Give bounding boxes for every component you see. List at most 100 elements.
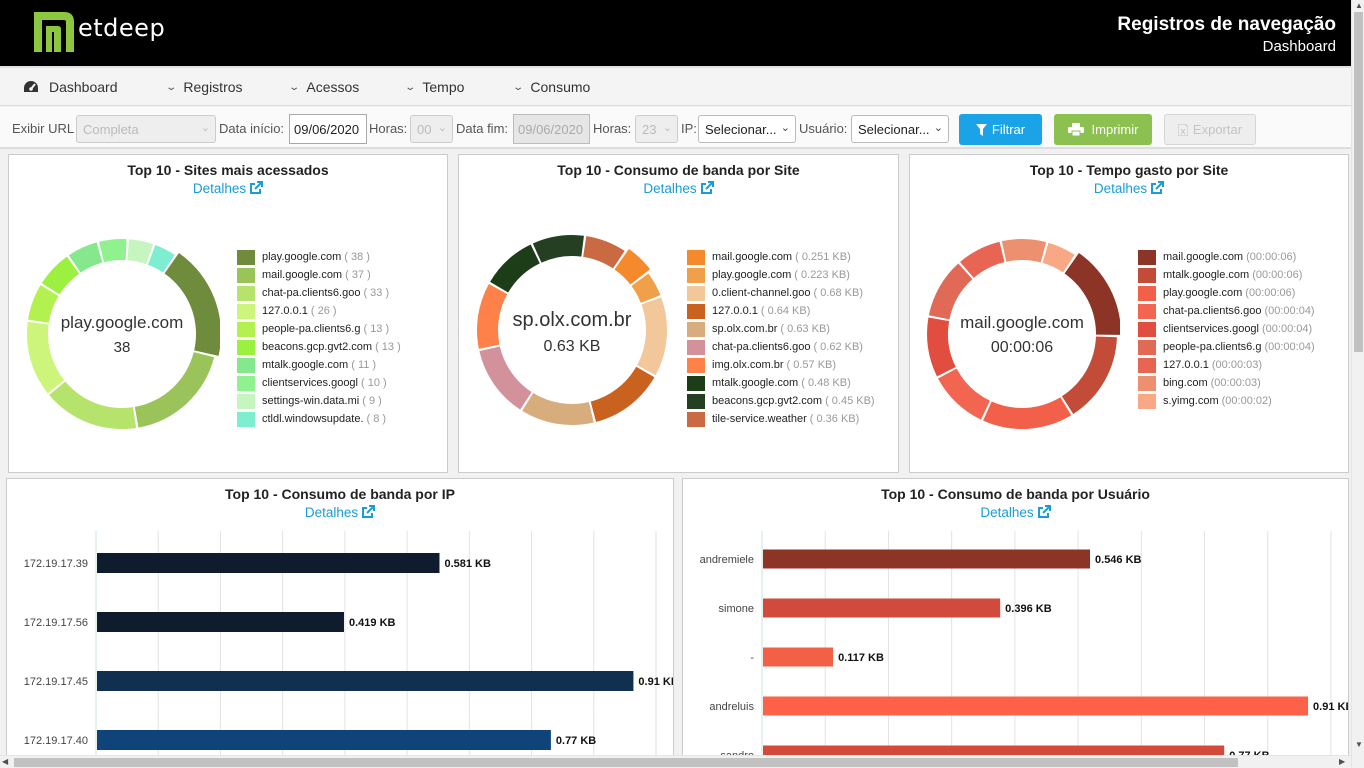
vertical-scroll-thumb[interactable] (1354, 12, 1363, 352)
bandwidth-donut-chart[interactable] (474, 232, 670, 428)
vertical-scrollbar[interactable]: ▲ ▼ (1351, 0, 1364, 768)
legend-item[interactable]: play.google.com (00:00:06) (1138, 284, 1315, 302)
legend-item[interactable]: 127.0.0.1( 0.64 KB) (687, 302, 875, 320)
legend-item[interactable]: mail.google.com( 0.251 KB) (687, 248, 875, 266)
legend-item[interactable]: sp.olx.com.br( 0.63 KB) (687, 320, 875, 338)
donut-slice[interactable] (26, 321, 65, 394)
nav-item-dashboard[interactable]: Dashboard (23, 79, 118, 95)
scroll-right-icon[interactable]: ▶ (1339, 757, 1346, 766)
donut-slice[interactable] (927, 317, 956, 377)
details-link[interactable]: Detalhes (459, 181, 898, 196)
legend-item[interactable]: play.google.com( 0.223 KB) (687, 266, 875, 284)
donut-slice[interactable] (99, 239, 127, 263)
legend-item[interactable]: mtalk.google.com (00:00:06) (1138, 266, 1315, 284)
filtrar-button[interactable]: Filtrar (959, 114, 1042, 145)
bar[interactable] (97, 612, 344, 632)
legend-item[interactable]: s.yimg.com (00:00:02) (1138, 392, 1315, 410)
donut-slice[interactable] (983, 397, 1072, 429)
donut-slice[interactable] (938, 368, 991, 420)
nav-item-tempo[interactable]: ⌄ Tempo (404, 79, 464, 95)
donut-slice[interactable] (490, 244, 540, 293)
legend-item[interactable]: bing.com (00:00:03) (1138, 374, 1315, 392)
imprimir-button[interactable]: Imprimir (1054, 114, 1152, 145)
donut-slice[interactable] (631, 273, 661, 303)
legend-item[interactable]: chat-pa.clients6.goo( 0.62 KB) (687, 338, 875, 356)
horas-fim-select[interactable]: 23 ⌄ (635, 115, 678, 143)
time-donut-chart[interactable] (924, 236, 1120, 432)
exportar-button[interactable]: Exportar (1164, 114, 1256, 145)
legend-item[interactable]: tile-service.weather( 0.36 KB) (687, 410, 875, 428)
bar[interactable] (97, 671, 634, 691)
scroll-up-icon[interactable]: ▲ (1355, 1, 1363, 10)
scroll-left-icon[interactable]: ◀ (2, 757, 9, 766)
scroll-down-icon[interactable]: ▼ (1355, 740, 1363, 749)
legend-item[interactable]: mail.google.com( 37 ) (237, 266, 401, 284)
horizontal-scrollbar[interactable]: ◀ ▶ (0, 755, 1351, 768)
legend-item[interactable]: clientservices.googl( 10 ) (237, 374, 401, 392)
legend-item[interactable]: mtalk.google.com( 0.48 KB) (687, 374, 875, 392)
legend-item[interactable]: beacons.gcp.gvt2.com( 0.45 KB) (687, 392, 875, 410)
donut-slice[interactable] (960, 241, 1005, 278)
details-link[interactable]: Detalhes (9, 181, 447, 196)
donut-slice[interactable] (28, 285, 59, 323)
donut-slice[interactable] (477, 283, 508, 349)
donut-slice[interactable] (522, 393, 594, 425)
horas-inicio-select[interactable]: 00 ⌄ (410, 115, 453, 143)
donut-slice[interactable] (1064, 252, 1120, 335)
bar[interactable] (97, 553, 440, 573)
legend-item[interactable]: settings-win.data.mi( 9 ) (237, 392, 401, 410)
horizontal-scroll-thumb[interactable] (14, 758, 1238, 767)
donut-slice[interactable] (583, 236, 625, 269)
donut-slice[interactable] (590, 366, 655, 422)
nav-item-acessos[interactable]: ⌄ Acessos (288, 79, 359, 95)
ip-select[interactable]: Selecionar... ⌄ (698, 115, 796, 143)
legend-item[interactable]: 127.0.0.1( 26 ) (237, 302, 401, 320)
donut-slice[interactable] (532, 235, 584, 263)
donut-slice[interactable] (68, 242, 103, 273)
donut-slice[interactable] (49, 381, 137, 429)
usuario-select[interactable]: Selecionar... ⌄ (851, 115, 949, 143)
legend-item[interactable]: chat-pa.clients6.goo (00:00:04) (1138, 302, 1315, 320)
details-link[interactable]: Detalhes (7, 505, 673, 520)
donut-slice[interactable] (127, 239, 154, 265)
details-link[interactable]: Detalhes (683, 505, 1348, 520)
legend-item[interactable]: mail.google.com (00:00:06) (1138, 248, 1315, 266)
legend-item[interactable]: img.olx.com.br( 0.57 KB) (687, 356, 875, 374)
link-label: Detalhes (304, 505, 359, 520)
nav-item-registros[interactable]: ⌄ Registros (165, 79, 242, 95)
donut-slice[interactable] (1042, 242, 1075, 273)
donut-slice[interactable] (614, 248, 651, 285)
exibir-url-select[interactable]: Completa ⌄ (76, 115, 216, 143)
data-inicio-input[interactable]: 09/06/2020 (289, 114, 367, 144)
donut-slice[interactable] (1061, 336, 1117, 414)
legend-item[interactable]: mtalk.google.com( 11 ) (237, 356, 401, 374)
donut-slice[interactable] (928, 263, 973, 320)
donut-slice[interactable] (1001, 239, 1047, 263)
legend-item[interactable]: 0.client-channel.goo( 0.68 KB) (687, 284, 875, 302)
legend-item[interactable]: 127.0.0.1 (00:00:03) (1138, 356, 1315, 374)
bar[interactable] (763, 549, 1091, 569)
legend-item[interactable]: people-pa.clients6.g( 13 ) (237, 320, 401, 338)
select-value: Selecionar... (858, 122, 930, 137)
legend-item[interactable]: play.google.com( 38 ) (237, 248, 401, 266)
bar[interactable] (97, 730, 551, 750)
legend-item[interactable]: people-pa.clients6.g (00:00:04) (1138, 338, 1315, 356)
sites-donut-chart[interactable] (24, 236, 220, 432)
bar[interactable] (763, 598, 1001, 618)
bar[interactable] (763, 696, 1309, 716)
legend-item[interactable]: chat-pa.clients6.goo( 33 ) (237, 284, 401, 302)
legend-item[interactable]: beacons.gcp.gvt2.com( 13 ) (237, 338, 401, 356)
usuario-label: Usuário: (799, 121, 848, 136)
donut-slice[interactable] (164, 252, 220, 356)
details-link[interactable]: Detalhes (910, 181, 1348, 196)
donut-slice[interactable] (479, 346, 532, 410)
donut-slice[interactable] (147, 245, 175, 273)
donut-slice[interactable] (41, 256, 80, 295)
donut-slice[interactable] (637, 297, 667, 376)
donut-slice[interactable] (134, 352, 215, 428)
legend-item[interactable]: clientservices.googl (00:00:04) (1138, 320, 1315, 338)
data-fim-input[interactable]: 09/06/2020 (513, 114, 590, 144)
legend-item[interactable]: ctldl.windowsupdate.( 8 ) (237, 410, 401, 428)
bar[interactable] (763, 647, 834, 667)
nav-item-consumo[interactable]: ⌄ Consumo (512, 79, 590, 95)
